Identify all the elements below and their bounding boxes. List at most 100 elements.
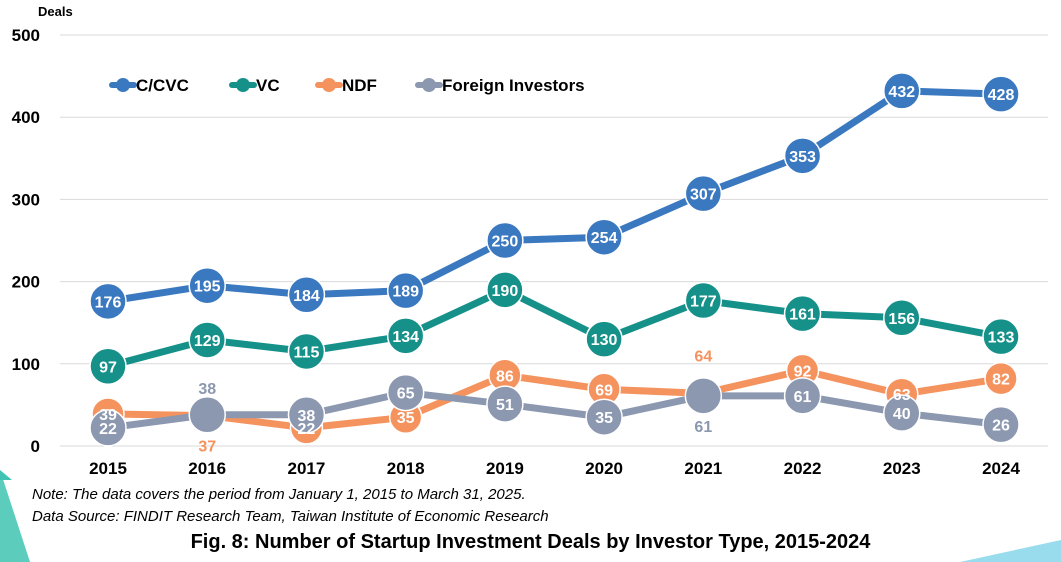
data-point	[585, 218, 623, 256]
data-label: 254	[591, 230, 618, 247]
data-label: 69	[595, 382, 613, 399]
data-point	[783, 377, 822, 415]
x-tick-label: 2023	[883, 459, 921, 478]
data-label: 35	[397, 410, 415, 427]
legend-swatch-marker	[236, 78, 250, 92]
data-label: 130	[591, 332, 618, 349]
y-tick-labels: 0 100 200 300 400 500	[12, 26, 40, 456]
data-point	[287, 276, 326, 314]
data-point	[386, 317, 425, 355]
data-label: 161	[789, 307, 816, 324]
data-point	[287, 332, 326, 371]
x-tick-label: 2024	[982, 459, 1020, 478]
x-tick-label: 2021	[684, 459, 722, 478]
series-line	[107, 286, 1002, 370]
data-point	[684, 281, 723, 320]
data-label: 156	[888, 311, 915, 328]
series-line	[107, 87, 1002, 305]
data-label: 92	[794, 363, 812, 380]
data-point	[585, 320, 623, 358]
y-tick-label: 200	[12, 273, 40, 292]
data-label: 129	[194, 333, 221, 350]
data-label: 38	[198, 381, 216, 398]
data-label: 432	[888, 84, 915, 101]
data-label: 22	[99, 421, 117, 438]
data-point	[982, 317, 1020, 356]
data-label: 133	[988, 330, 1015, 347]
y-tick-label: 400	[12, 108, 40, 127]
data-label: 176	[95, 294, 122, 311]
data-point	[188, 266, 226, 305]
data-label: 39	[99, 407, 117, 424]
y-tick-label: 300	[12, 190, 40, 209]
data-point	[486, 221, 524, 260]
data-label: 184	[293, 288, 320, 305]
legend-swatch-marker	[322, 78, 336, 92]
legend-label: VC	[256, 76, 280, 95]
data-point	[783, 137, 822, 175]
data-labels: 3937223586696492638222383865513561614026…	[95, 84, 1015, 456]
series-markers	[89, 72, 1020, 447]
data-label: 22	[298, 421, 316, 438]
data-point	[89, 282, 127, 321]
data-label: 40	[893, 406, 911, 423]
data-label: 65	[397, 386, 415, 403]
x-tick-label: 2020	[585, 459, 623, 478]
data-point	[386, 373, 425, 412]
legend: C/CVC VC NDF Foreign Investors	[109, 76, 585, 95]
data-point	[982, 405, 1020, 444]
data-label: 190	[492, 283, 519, 300]
legend-swatch-marker	[116, 78, 130, 92]
series-line	[107, 366, 1002, 432]
legend-label: C/CVC	[136, 76, 189, 95]
y-tick-label: 0	[31, 437, 40, 456]
data-label: 82	[992, 372, 1010, 389]
data-label: 307	[690, 187, 717, 204]
y-axis-title: Deals	[38, 4, 73, 19]
data-label: 51	[496, 397, 514, 414]
data-point	[984, 361, 1018, 396]
x-tick-label: 2017	[288, 459, 326, 478]
data-label: 115	[294, 344, 320, 361]
data-point	[188, 321, 226, 359]
data-label: 134	[392, 329, 419, 346]
x-tick-label: 2022	[784, 459, 822, 478]
data-point	[783, 294, 822, 333]
data-label: 86	[496, 368, 514, 385]
legend-swatch-marker	[422, 78, 436, 92]
data-point	[486, 385, 524, 423]
data-label: 250	[492, 234, 519, 251]
y-tick-label: 500	[12, 26, 40, 45]
data-point	[684, 174, 723, 213]
legend-label: Foreign Investors	[442, 76, 585, 95]
data-point	[287, 396, 326, 434]
data-label: 177	[690, 294, 717, 311]
data-point	[89, 347, 127, 386]
data-label: 37	[198, 439, 216, 456]
data-label: 63	[893, 387, 911, 404]
data-point	[883, 394, 921, 432]
data-point	[386, 271, 425, 310]
data-label: 64	[694, 348, 712, 365]
data-label: 189	[392, 284, 419, 301]
data-point	[486, 271, 524, 309]
figure-caption: Fig. 8: Number of Startup Investment Dea…	[190, 531, 871, 553]
data-label: 61	[694, 419, 712, 436]
x-tick-label: 2015	[89, 459, 127, 478]
data-source: Data Source: FINDIT Research Team, Taiwa…	[32, 508, 549, 525]
data-point	[188, 396, 226, 434]
data-point	[684, 377, 723, 415]
data-label: 35	[595, 410, 613, 427]
corner-accent-left	[0, 470, 12, 480]
series-lines	[107, 87, 1002, 432]
x-tick-labels: 2015 2016 2017 2018 2019 2020 2021 2022 2023 2024	[89, 459, 1020, 478]
data-point	[883, 299, 921, 337]
data-label: 195	[194, 279, 221, 296]
data-point	[89, 409, 127, 447]
data-point	[883, 72, 921, 110]
y-tick-label: 100	[12, 355, 40, 374]
x-tick-label: 2016	[188, 459, 226, 478]
data-label: 353	[789, 149, 816, 166]
data-point	[585, 398, 623, 436]
